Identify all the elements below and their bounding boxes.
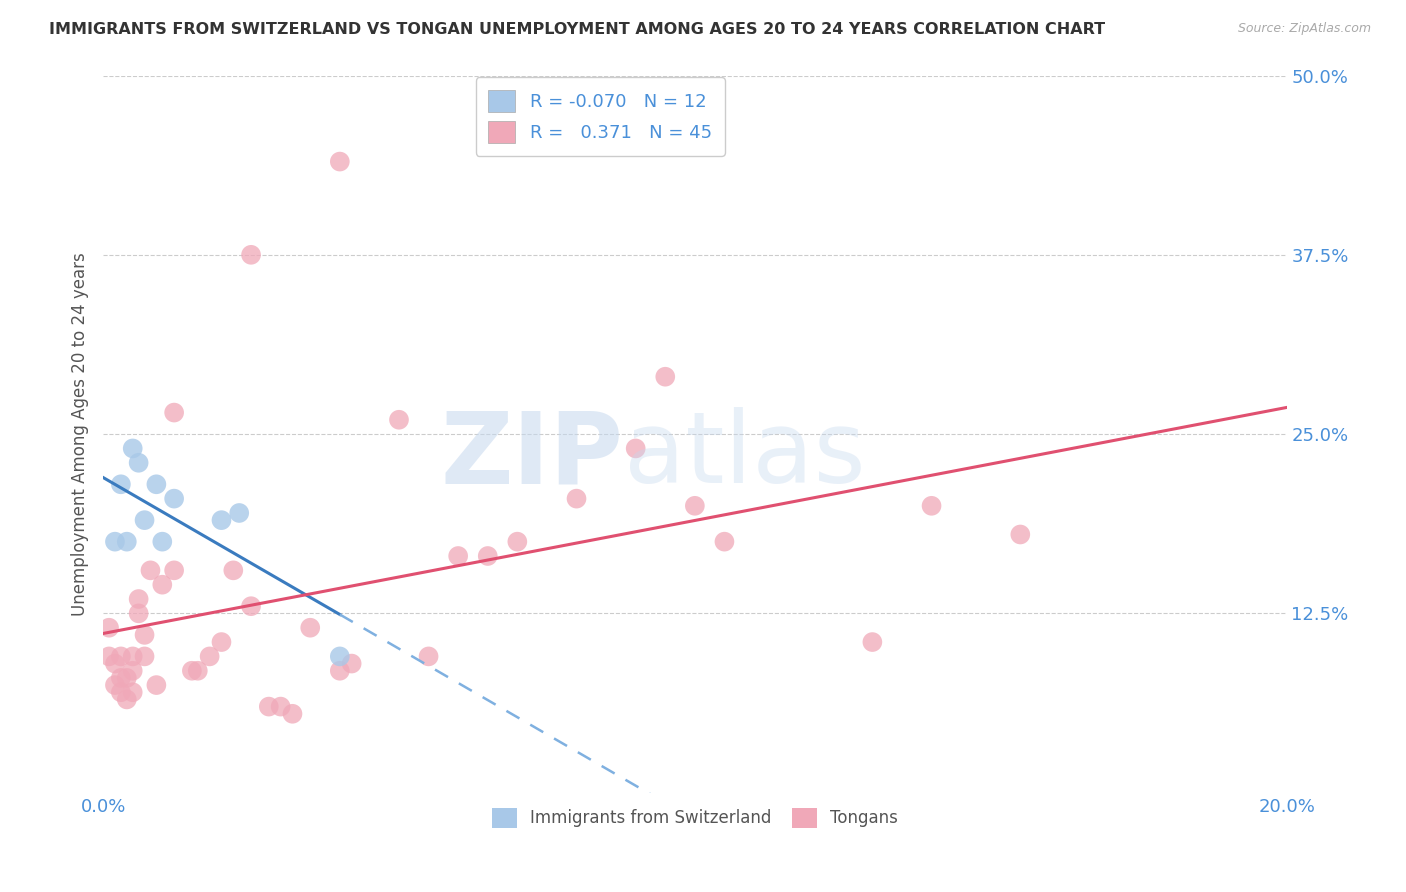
Y-axis label: Unemployment Among Ages 20 to 24 years: Unemployment Among Ages 20 to 24 years xyxy=(72,252,89,616)
Point xyxy=(134,649,156,664)
Point xyxy=(240,248,263,262)
Point xyxy=(713,534,735,549)
Point xyxy=(257,699,280,714)
Point xyxy=(145,477,167,491)
Point xyxy=(1010,527,1032,541)
Point xyxy=(163,406,186,420)
Text: Source: ZipAtlas.com: Source: ZipAtlas.com xyxy=(1237,22,1371,36)
Point xyxy=(211,513,233,527)
Point xyxy=(477,549,499,563)
Point xyxy=(145,678,167,692)
Point xyxy=(240,599,263,614)
Point xyxy=(329,664,352,678)
Legend: Immigrants from Switzerland, Tongans: Immigrants from Switzerland, Tongans xyxy=(485,801,904,835)
Point xyxy=(270,699,292,714)
Point xyxy=(104,657,127,671)
Point xyxy=(211,635,233,649)
Point xyxy=(110,477,132,491)
Point xyxy=(121,664,143,678)
Point xyxy=(115,534,138,549)
Point xyxy=(150,534,173,549)
Point xyxy=(128,607,150,621)
Point xyxy=(163,563,186,577)
Point xyxy=(128,592,150,607)
Point xyxy=(654,369,676,384)
Point xyxy=(506,534,529,549)
Point xyxy=(921,499,943,513)
Point xyxy=(121,649,143,664)
Point xyxy=(299,621,322,635)
Point xyxy=(121,442,143,456)
Point xyxy=(110,685,132,699)
Point xyxy=(139,563,162,577)
Point xyxy=(222,563,245,577)
Point xyxy=(134,628,156,642)
Point xyxy=(228,506,250,520)
Point xyxy=(187,664,209,678)
Point xyxy=(134,513,156,527)
Point xyxy=(388,413,411,427)
Point xyxy=(281,706,304,721)
Point xyxy=(340,657,363,671)
Point xyxy=(329,649,352,664)
Point xyxy=(98,621,121,635)
Point xyxy=(115,671,138,685)
Point xyxy=(329,154,352,169)
Point xyxy=(447,549,470,563)
Point xyxy=(121,685,143,699)
Point xyxy=(163,491,186,506)
Text: ZIP: ZIP xyxy=(441,407,624,504)
Point xyxy=(418,649,440,664)
Point xyxy=(110,649,132,664)
Point xyxy=(104,678,127,692)
Point xyxy=(110,671,132,685)
Point xyxy=(180,664,202,678)
Point xyxy=(683,499,706,513)
Point xyxy=(565,491,588,506)
Point xyxy=(624,442,647,456)
Text: atlas: atlas xyxy=(624,407,866,504)
Point xyxy=(128,456,150,470)
Point xyxy=(115,692,138,706)
Point xyxy=(150,577,173,591)
Point xyxy=(104,534,127,549)
Point xyxy=(198,649,221,664)
Point xyxy=(98,649,121,664)
Point xyxy=(860,635,883,649)
Text: IMMIGRANTS FROM SWITZERLAND VS TONGAN UNEMPLOYMENT AMONG AGES 20 TO 24 YEARS COR: IMMIGRANTS FROM SWITZERLAND VS TONGAN UN… xyxy=(49,22,1105,37)
